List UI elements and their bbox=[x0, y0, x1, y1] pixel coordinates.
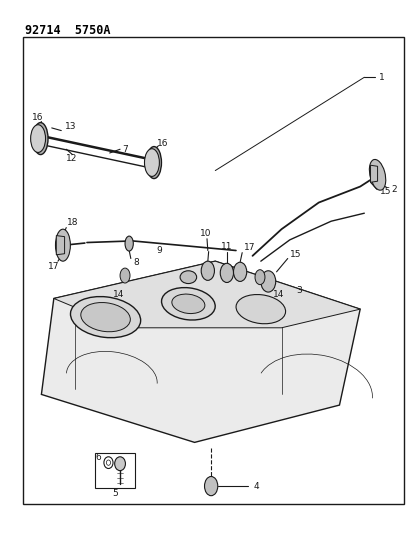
Polygon shape bbox=[147, 153, 156, 172]
Text: 14: 14 bbox=[113, 290, 124, 298]
Text: 16: 16 bbox=[32, 113, 44, 122]
Ellipse shape bbox=[201, 261, 214, 280]
Polygon shape bbox=[370, 165, 377, 182]
Ellipse shape bbox=[204, 477, 217, 496]
Text: 6: 6 bbox=[95, 453, 101, 462]
Text: 17: 17 bbox=[48, 262, 59, 271]
Text: 7: 7 bbox=[122, 145, 128, 154]
Polygon shape bbox=[54, 261, 359, 328]
Ellipse shape bbox=[70, 296, 140, 338]
Text: 18: 18 bbox=[67, 219, 78, 227]
Text: 10: 10 bbox=[200, 229, 211, 238]
Ellipse shape bbox=[260, 271, 275, 292]
Ellipse shape bbox=[235, 295, 285, 324]
Text: 9: 9 bbox=[156, 246, 162, 255]
Text: 15: 15 bbox=[379, 188, 391, 196]
Ellipse shape bbox=[368, 159, 385, 190]
Ellipse shape bbox=[114, 457, 125, 471]
Ellipse shape bbox=[31, 125, 45, 152]
Ellipse shape bbox=[144, 149, 159, 176]
Text: 5: 5 bbox=[112, 489, 118, 497]
Bar bbox=[95, 453, 134, 488]
Text: 13: 13 bbox=[65, 123, 77, 131]
Polygon shape bbox=[41, 261, 359, 442]
Text: 16: 16 bbox=[157, 140, 168, 148]
Ellipse shape bbox=[254, 270, 264, 285]
Ellipse shape bbox=[33, 123, 48, 155]
Text: 8: 8 bbox=[133, 258, 139, 266]
Text: 3: 3 bbox=[295, 286, 301, 295]
Ellipse shape bbox=[146, 147, 161, 179]
Text: 11: 11 bbox=[221, 243, 232, 251]
Text: 12: 12 bbox=[65, 155, 77, 163]
Polygon shape bbox=[56, 236, 64, 255]
Ellipse shape bbox=[55, 229, 70, 261]
Text: 15: 15 bbox=[289, 251, 301, 259]
Ellipse shape bbox=[180, 271, 196, 284]
Text: 2: 2 bbox=[390, 185, 396, 194]
Text: 1: 1 bbox=[378, 73, 384, 82]
Ellipse shape bbox=[120, 268, 130, 283]
Ellipse shape bbox=[220, 263, 233, 282]
Ellipse shape bbox=[171, 294, 204, 313]
Text: 14: 14 bbox=[273, 290, 284, 298]
Ellipse shape bbox=[104, 457, 113, 469]
Ellipse shape bbox=[125, 236, 133, 251]
Ellipse shape bbox=[161, 288, 215, 320]
Ellipse shape bbox=[233, 262, 246, 281]
Text: 17: 17 bbox=[244, 244, 255, 252]
Polygon shape bbox=[34, 129, 42, 148]
Text: 4: 4 bbox=[253, 482, 259, 490]
Ellipse shape bbox=[81, 303, 130, 332]
Text: 92714  5750A: 92714 5750A bbox=[25, 24, 110, 37]
Ellipse shape bbox=[106, 460, 110, 465]
Bar bbox=[23, 37, 403, 504]
